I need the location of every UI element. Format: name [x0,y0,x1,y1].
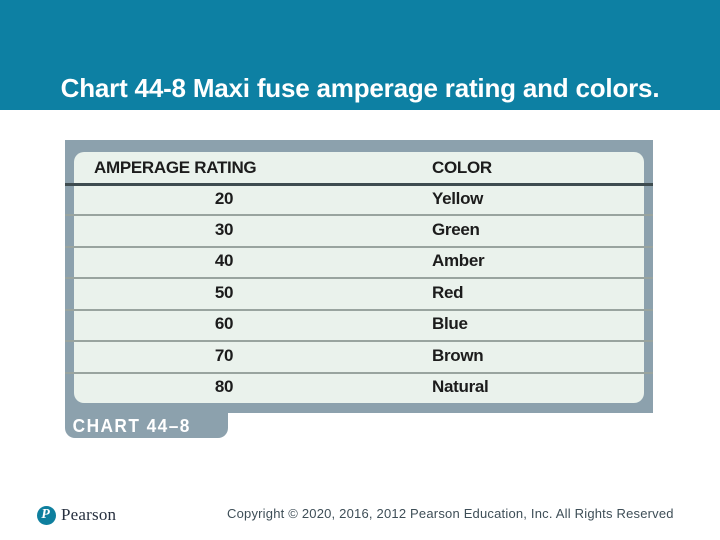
table-row: 80 Natural [74,371,644,402]
color-cell: Blue [432,314,468,334]
color-cell: Yellow [432,188,484,208]
color-cell: Green [432,220,480,240]
chart-number-label: CHART 44–8 [72,415,191,436]
title-band: Chart 44-8 Maxi fuse amperage rating and… [0,0,720,110]
table-row: 70 Brown [74,340,644,371]
amperage-cell: 80 [214,377,234,397]
color-cell: Red [432,282,464,302]
row-separator-line [65,340,653,342]
column-header: AMPERAGE RATING [94,157,257,177]
amperage-cell: 50 [214,282,234,302]
copyright-text: Copyright © 2020, 2016, 2012 Pearson Edu… [227,506,674,521]
column-header: COLOR [432,157,492,177]
row-separator-line [65,246,653,248]
row-separator-line [65,372,653,374]
row-separator-line [65,214,653,216]
chart-panel: AMPERAGE RATING COLOR 20 Yellow 30 Green 40 Am… [65,140,653,413]
row-separator-line [65,309,653,311]
table-row: 30 Green [74,214,644,245]
amperage-cell: 40 [214,251,234,271]
amperage-cell: 20 [214,188,234,208]
table-body: 20 Yellow 30 Green 40 Amber 50 Red 60 Blue 70 Brown… [74,183,644,403]
pearson-wordmark: Pearson [61,505,117,524]
color-cell: Natural [432,377,489,397]
chart-number-badge: CHART 44–8 [65,413,228,438]
color-cell: Amber [432,251,485,271]
color-cell: Brown [432,345,484,365]
table-row: 60 Blue [74,309,644,340]
row-separator-line [65,183,653,186]
pearson-p-letter: P [41,507,50,522]
row-separator-line [65,277,653,279]
table-row: 40 Amber [74,246,644,277]
table-header-row: AMPERAGE RATING COLOR [74,152,644,183]
amperage-cell: 70 [214,345,234,365]
amperage-cell: 30 [214,220,234,240]
pearson-logo: P Pearson [37,504,116,526]
amperage-cell: 60 [214,314,234,334]
slide-title: Chart 44-8 Maxi fuse amperage rating and… [60,73,660,103]
table-row: 50 Red [74,277,644,308]
pearson-p-icon: P [37,505,56,525]
table-row: 20 Yellow [74,183,644,214]
